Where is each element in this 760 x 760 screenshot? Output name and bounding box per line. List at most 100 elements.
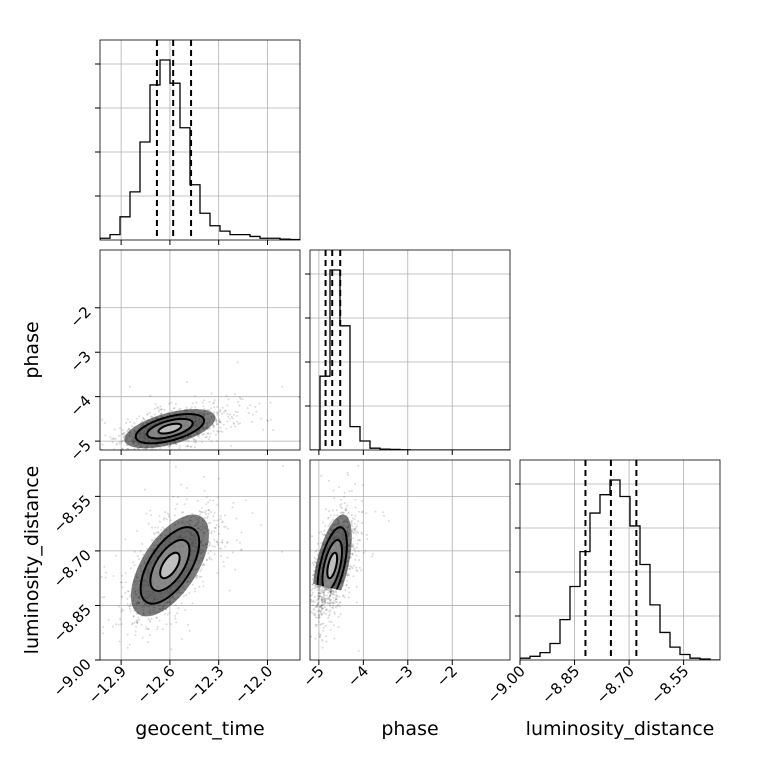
scatter-point <box>371 555 374 558</box>
scatter-point <box>244 499 247 502</box>
scatter-point <box>205 509 208 512</box>
scatter-point <box>360 531 363 534</box>
scatter-point <box>216 540 219 543</box>
scatter-point <box>332 607 335 609</box>
scatter-point <box>143 453 145 455</box>
scatter-point <box>109 435 112 438</box>
scatter-point <box>329 595 332 597</box>
scatter-point <box>329 591 332 593</box>
scatter-point <box>218 420 221 423</box>
scatter-point <box>320 530 323 533</box>
scatter-point <box>168 445 170 448</box>
scatter-point <box>168 444 171 447</box>
scatter-point <box>232 421 235 424</box>
panel-luminosity_distance-vs-geocent_time: −9.00−8.85−8.70−8.55−12.9 −12.6 −12.3 −12.0 <box>50 459 301 707</box>
scatter-point <box>212 426 215 429</box>
scatter-point <box>166 455 168 457</box>
scatter-point <box>318 605 321 608</box>
scatter-point <box>126 646 129 649</box>
scatter-point <box>191 402 194 405</box>
scatter-point <box>207 432 210 435</box>
scatter-point <box>304 614 306 616</box>
scatter-point <box>320 598 323 601</box>
scatter-point <box>128 605 131 608</box>
scatter-point <box>319 585 321 588</box>
scatter-point <box>118 442 121 445</box>
scatter-point <box>363 551 365 554</box>
scatter-point <box>172 407 175 410</box>
scatter-point <box>160 408 163 411</box>
scatter-point <box>138 618 141 621</box>
scatter-point <box>297 396 300 399</box>
scatter-point <box>364 549 367 552</box>
scatter-point <box>353 522 356 525</box>
scatter-point <box>346 504 349 507</box>
scatter-point <box>216 423 219 426</box>
scatter-point <box>180 483 183 486</box>
scatter-point <box>141 636 144 639</box>
scatter-point <box>325 597 328 600</box>
scatter-point <box>213 553 216 556</box>
scatter-point <box>95 464 97 466</box>
scatter-point <box>313 609 316 612</box>
scatter-point <box>320 599 323 602</box>
scatter-point <box>182 511 185 514</box>
scatter-point <box>121 448 124 450</box>
scatter-point <box>353 529 356 532</box>
scatter-point <box>127 427 130 430</box>
scatter-point <box>223 514 226 517</box>
scatter-point <box>121 440 124 443</box>
scatter-point <box>325 608 328 611</box>
scatter-point <box>164 612 166 615</box>
scatter-point <box>238 541 241 544</box>
scatter-point <box>126 603 129 606</box>
scatter-point <box>148 619 151 622</box>
scatter-point <box>357 550 360 553</box>
scatter-point <box>332 590 335 593</box>
scatter-point <box>328 587 331 590</box>
panel-frame <box>99 459 301 661</box>
y-tick-label: −4 <box>66 392 94 420</box>
scatter-point <box>310 635 313 638</box>
panel-phase-vs-geocent_time: −5 −4 −3 −2 <box>66 249 301 469</box>
scatter-point <box>212 499 215 502</box>
scatter-point <box>374 510 377 513</box>
scatter-point <box>332 518 335 521</box>
scatter-point <box>339 511 342 514</box>
scatter-point <box>138 558 141 560</box>
scatter-point <box>124 572 127 575</box>
scatter-point <box>365 512 368 515</box>
scatter-point <box>152 532 155 534</box>
scatter-point <box>357 649 360 652</box>
scatter-point <box>137 453 139 455</box>
scatter-point <box>324 524 327 527</box>
scatter-point <box>342 594 345 597</box>
scatter-point <box>343 495 346 498</box>
scatter-point <box>148 411 151 414</box>
scatter-point <box>336 594 338 597</box>
scatter-point <box>134 630 137 633</box>
contour-0.5-sigma <box>326 551 339 580</box>
scatter-point <box>365 533 368 536</box>
scatter-point <box>321 585 324 588</box>
scatter-point <box>358 538 361 541</box>
scatter-point <box>334 593 337 596</box>
scatter-point <box>324 612 327 615</box>
scatter-point <box>124 538 127 541</box>
scatter-point <box>189 407 192 410</box>
scatter-point <box>145 512 148 515</box>
scatter-point <box>100 467 102 469</box>
scatter-point <box>322 591 325 594</box>
scatter-point <box>333 591 335 594</box>
scatter-point <box>168 402 171 405</box>
scatter-point <box>353 547 356 550</box>
scatter-point <box>352 517 354 520</box>
scatter-point <box>136 529 139 532</box>
scatter-point <box>328 610 331 613</box>
scatter-point <box>319 592 322 595</box>
scatter-point <box>327 601 329 604</box>
scatter-point <box>310 598 313 601</box>
scatter-point <box>339 601 342 604</box>
scatter-point <box>325 608 328 611</box>
scatter-point <box>180 511 183 514</box>
